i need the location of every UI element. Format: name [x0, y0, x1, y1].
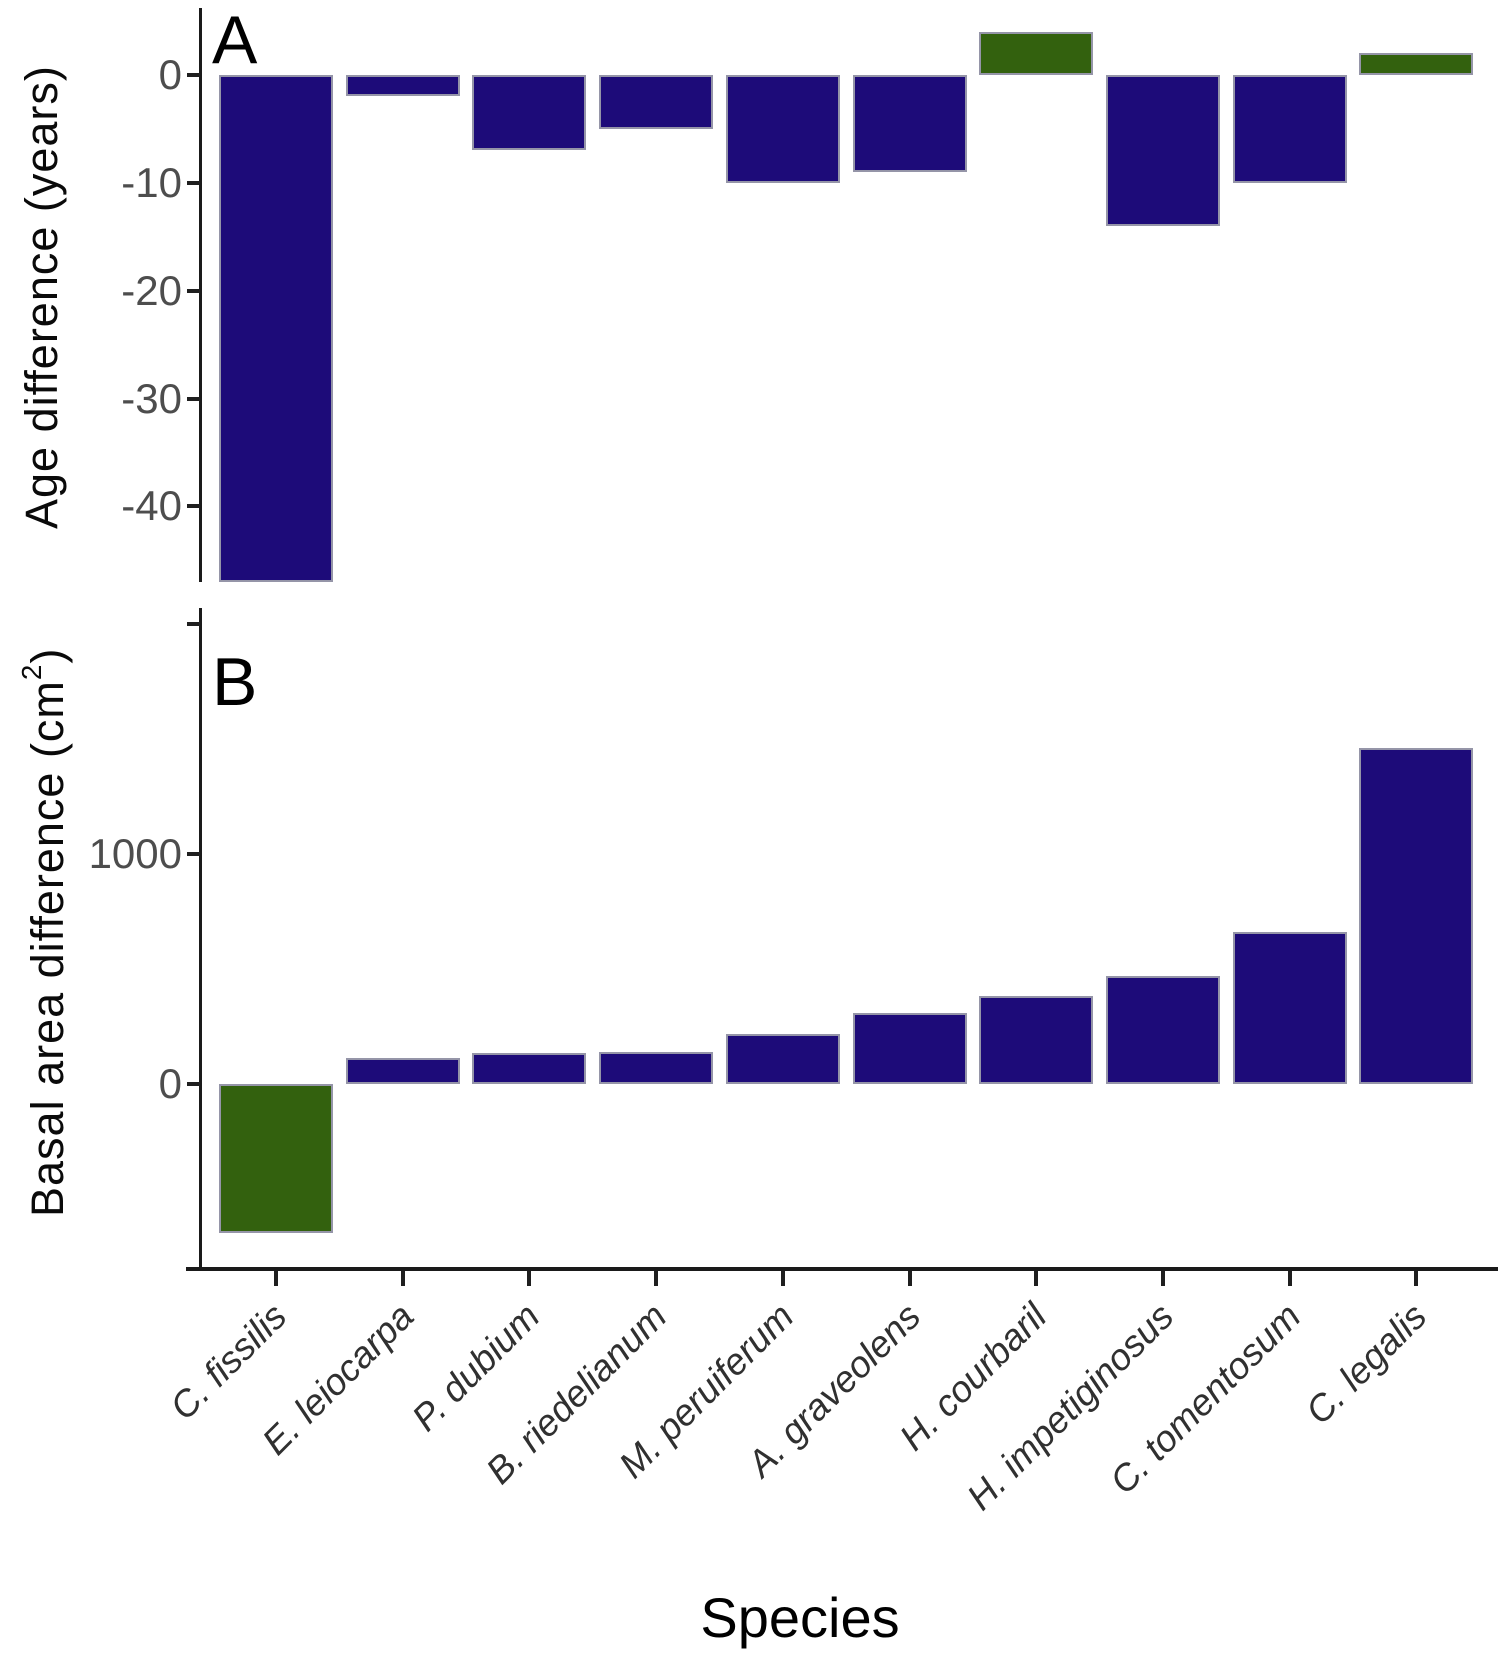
panel-b-y-axis-line: [199, 608, 202, 1270]
bar-a-m-peruiferum: [725, 74, 840, 183]
bar-b-e-leiocarpa: [345, 1057, 460, 1085]
x-tick-mark-c-tomentosum: [1287, 1271, 1292, 1286]
y-axis-title-b-prefix: Basal area difference (cm: [22, 679, 73, 1217]
y-axis-title-b-suffix: ): [22, 647, 73, 664]
y-axis-title-b-superscript: 2: [16, 663, 47, 680]
bar-a-e-leiocarpa: [345, 74, 460, 97]
y-tick-label-a--10: -10: [121, 158, 182, 206]
bar-b-c-tomentosum: [1232, 932, 1347, 1085]
y-tick-label-b-1000: 1000: [88, 830, 182, 878]
y-tick-label-a--20: -20: [121, 266, 182, 314]
y-tick-mark-a--20: [187, 288, 200, 293]
bar-a-a-graveolens: [852, 74, 967, 172]
bar-a-b-riedelianum: [599, 74, 714, 129]
y-tick-label-a--30: -30: [121, 374, 182, 422]
y-tick-label-b-0: 0: [158, 1060, 182, 1108]
bar-b-b-riedelianum: [599, 1051, 714, 1085]
x-tick-mark-h-impetiginosus: [1160, 1271, 1165, 1286]
x-axis-line: [186, 1267, 1498, 1271]
bar-a-h-impetiginosus: [1105, 74, 1220, 226]
panel-a-letter: A: [212, 2, 258, 78]
x-tick-mark-h-courbaril: [1034, 1271, 1039, 1286]
x-tick-mark-c-legalis: [1414, 1271, 1419, 1286]
bar-b-c-fissilis: [219, 1084, 333, 1233]
bar-b-p-dubium: [472, 1053, 587, 1085]
x-axis-title: Species: [700, 1586, 900, 1649]
x-tick-mark-a-graveolens: [907, 1271, 912, 1286]
bar-a-c-fissilis: [219, 74, 333, 582]
panel-a-y-axis-line: [199, 8, 202, 582]
bar-b-c-legalis: [1359, 748, 1474, 1085]
y-tick-mark-b-1000: [187, 852, 200, 857]
bar-b-m-peruiferum: [725, 1033, 840, 1085]
y-tick-label-a--40: -40: [121, 482, 182, 530]
x-tick-mark-p-dubium: [527, 1271, 532, 1286]
bar-b-h-impetiginosus: [1105, 976, 1220, 1085]
y-tick-mark-a--40: [187, 504, 200, 509]
y-tick-mark-a--10: [187, 180, 200, 185]
bar-b-a-graveolens: [852, 1012, 967, 1085]
bar-a-c-tomentosum: [1232, 74, 1347, 183]
y-tick-mark-b-0: [187, 1082, 200, 1087]
x-tick-mark-b-riedelianum: [654, 1271, 659, 1286]
bar-a-p-dubium: [472, 74, 587, 151]
x-tick-mark-c-fissilis: [274, 1271, 278, 1286]
y-tick-label-a-0: 0: [158, 50, 182, 98]
y-axis-title-b: Basal area difference (cm2): [16, 622, 74, 1242]
y-tick-mark-a--30: [187, 396, 200, 401]
x-tick-mark-m-peruiferum: [780, 1271, 785, 1286]
panel-b-letter: B: [212, 644, 258, 720]
bar-a-c-legalis: [1359, 53, 1474, 75]
y-tick-mark-a-0: [187, 72, 200, 77]
bar-a-h-courbaril: [979, 31, 1094, 75]
bar-b-h-courbaril: [979, 995, 1094, 1085]
y-tick-mark-unlabeled-b-2000: [187, 622, 200, 627]
x-tick-mark-e-leiocarpa: [400, 1271, 405, 1286]
